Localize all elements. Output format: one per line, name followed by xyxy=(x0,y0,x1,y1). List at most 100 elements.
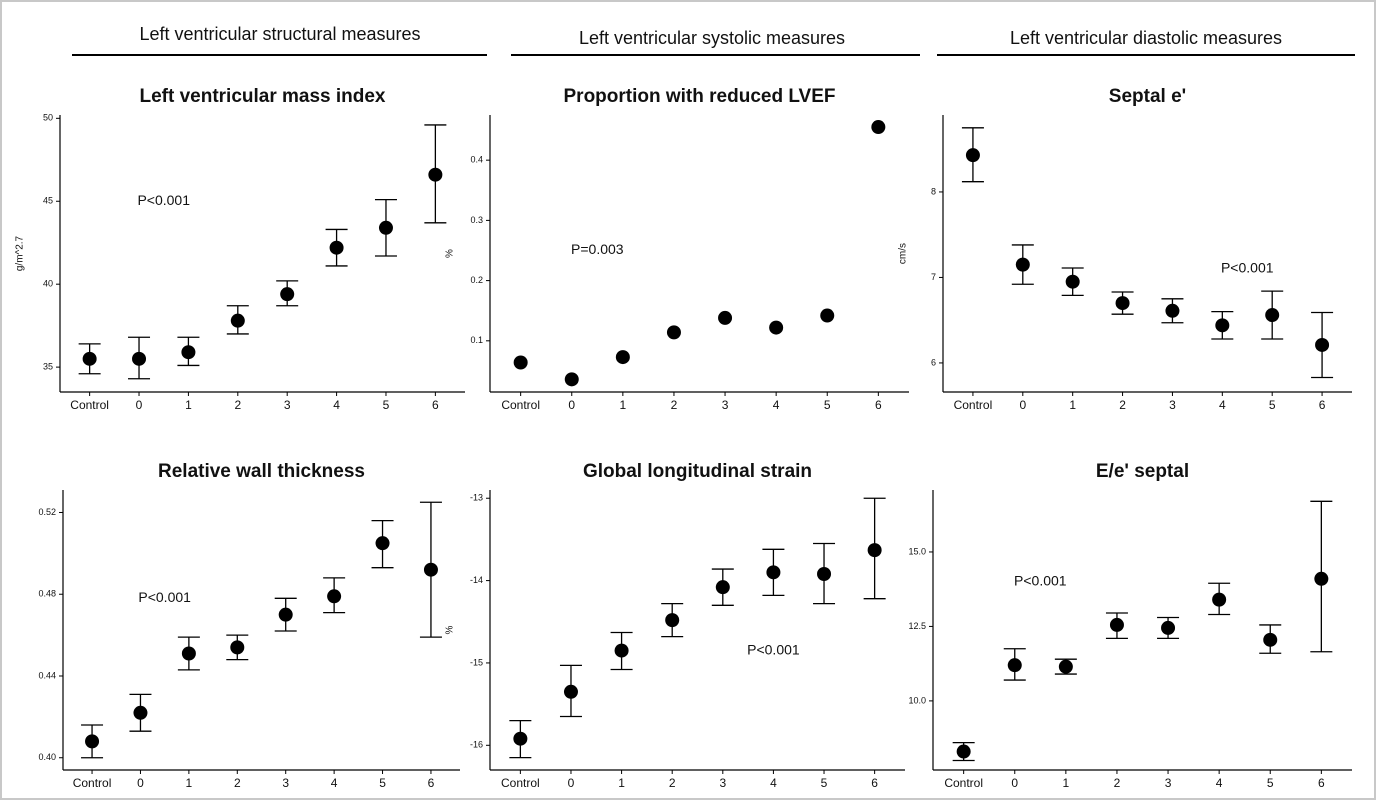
point xyxy=(867,543,882,558)
point xyxy=(1109,617,1124,632)
point xyxy=(665,613,680,628)
y-tick-label: 0.1 xyxy=(470,335,483,345)
point xyxy=(718,310,733,325)
point xyxy=(965,148,980,163)
point xyxy=(766,565,781,580)
panel-title: Left ventricular mass index xyxy=(139,86,385,107)
point xyxy=(871,120,886,135)
point xyxy=(956,744,971,759)
x-tick-label: 5 xyxy=(1267,776,1274,790)
point xyxy=(1215,318,1230,333)
x-tick-label: 2 xyxy=(671,398,678,412)
point xyxy=(1115,296,1130,311)
x-tick-label: 5 xyxy=(379,776,386,790)
point xyxy=(513,731,528,746)
x-tick-label: 3 xyxy=(722,398,729,412)
point xyxy=(1065,274,1080,289)
y-tick-label: 0.48 xyxy=(38,589,56,599)
y-tick-label: 0.52 xyxy=(38,507,56,517)
x-tick-label: 2 xyxy=(234,776,241,790)
x-tick-label: Control xyxy=(944,776,983,790)
x-tick-label: 1 xyxy=(185,398,192,412)
x-tick-label: 0 xyxy=(1011,776,1018,790)
y-tick-label: -16 xyxy=(470,740,483,750)
x-tick-label: 1 xyxy=(186,776,193,790)
x-tick-label: 0 xyxy=(1019,398,1026,412)
x-tick-label: Control xyxy=(73,776,112,790)
x-tick-label: 5 xyxy=(1269,398,1276,412)
x-tick-label: 6 xyxy=(428,776,435,790)
section-header: Left ventricular structural measures xyxy=(139,24,420,44)
y-tick-label: 10.0 xyxy=(908,695,926,705)
y-tick-label: 0.40 xyxy=(38,752,56,762)
annotation: P<0.001 xyxy=(747,641,800,657)
x-tick-label: 2 xyxy=(1114,776,1121,790)
x-tick-label: 6 xyxy=(1318,776,1325,790)
x-tick-label: 2 xyxy=(234,398,241,412)
x-tick-label: 6 xyxy=(875,398,882,412)
x-tick-label: Control xyxy=(501,398,540,412)
section-header: Left ventricular systolic measures xyxy=(579,28,845,48)
x-tick-label: 5 xyxy=(383,398,390,412)
point xyxy=(715,580,730,595)
point xyxy=(423,562,438,577)
panel-title: E/e' septal xyxy=(1096,461,1189,482)
x-tick-label: 1 xyxy=(620,398,627,412)
x-tick-label: 4 xyxy=(333,398,340,412)
point xyxy=(133,705,148,720)
y-tick-label: 8 xyxy=(931,186,936,196)
section-header: Left ventricular diastolic measures xyxy=(1010,28,1282,48)
point xyxy=(614,643,629,658)
y-axis-label: cm/s xyxy=(898,243,909,264)
y-tick-label: 0.44 xyxy=(38,670,56,680)
y-tick-label: 15.0 xyxy=(908,546,926,556)
x-tick-label: 4 xyxy=(1219,398,1226,412)
point xyxy=(1315,337,1330,352)
point xyxy=(181,345,196,360)
x-tick-label: 3 xyxy=(284,398,291,412)
point xyxy=(327,589,342,604)
point xyxy=(820,308,835,323)
point xyxy=(278,607,293,622)
point xyxy=(1161,620,1176,635)
panel-title: Septal e' xyxy=(1109,86,1186,107)
y-axis-label: % xyxy=(445,249,456,258)
point xyxy=(1265,308,1280,323)
point xyxy=(666,325,681,340)
x-tick-label: 4 xyxy=(1216,776,1223,790)
x-tick-label: Control xyxy=(501,776,540,790)
annotation: P=0.003 xyxy=(571,241,624,257)
x-tick-label: 2 xyxy=(669,776,676,790)
x-tick-label: Control xyxy=(70,398,109,412)
point xyxy=(769,320,784,335)
panel-title: Global longitudinal strain xyxy=(583,461,812,482)
x-tick-label: 0 xyxy=(137,776,144,790)
x-tick-label: 0 xyxy=(568,398,575,412)
x-tick-label: 4 xyxy=(331,776,338,790)
y-tick-label: 35 xyxy=(43,361,53,371)
panel-title: Proportion with reduced LVEF xyxy=(564,86,836,107)
annotation: P<0.001 xyxy=(1014,572,1067,588)
y-tick-label: 0.2 xyxy=(470,275,483,285)
y-tick-label: 0.3 xyxy=(470,215,483,225)
annotation: P<0.001 xyxy=(137,192,190,208)
point xyxy=(513,355,528,370)
point xyxy=(230,313,245,328)
y-tick-label: 6 xyxy=(931,357,936,367)
x-tick-label: 2 xyxy=(1119,398,1126,412)
x-tick-label: 6 xyxy=(871,776,878,790)
point xyxy=(1263,632,1278,647)
point xyxy=(1058,659,1073,674)
annotation: P<0.001 xyxy=(138,589,191,605)
x-tick-label: 3 xyxy=(1169,398,1176,412)
point xyxy=(1212,592,1227,607)
y-tick-label: 0.4 xyxy=(470,155,483,165)
x-tick-label: 4 xyxy=(770,776,777,790)
x-tick-label: 3 xyxy=(282,776,289,790)
x-tick-label: 0 xyxy=(136,398,143,412)
x-tick-label: 0 xyxy=(568,776,575,790)
x-tick-label: 6 xyxy=(1319,398,1326,412)
point xyxy=(563,684,578,699)
